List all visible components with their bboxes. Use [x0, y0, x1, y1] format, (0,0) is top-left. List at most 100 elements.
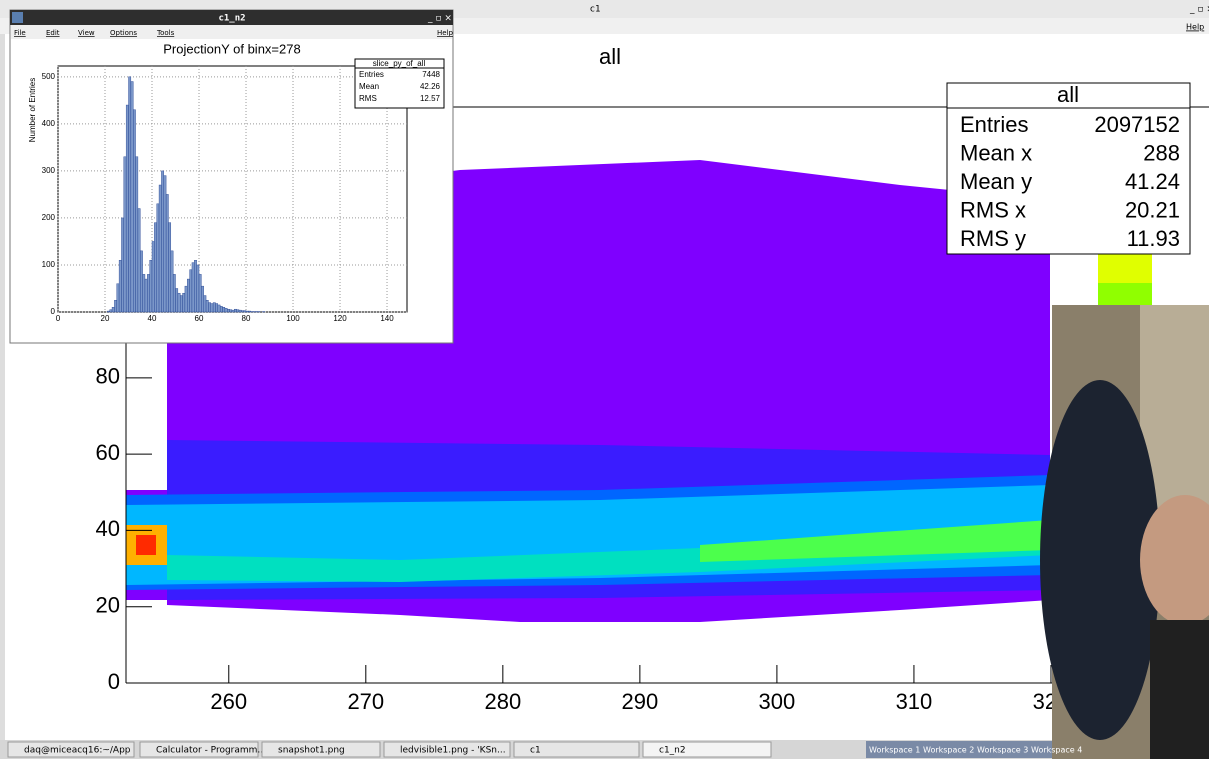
stats-value: 42.26	[420, 82, 441, 91]
stats-label: Entries	[359, 70, 384, 79]
bar	[229, 309, 233, 313]
bar	[140, 250, 143, 313]
window-controls[interactable]: _ ▫ ×	[1189, 5, 1209, 15]
popup-icon	[12, 12, 23, 23]
bar	[147, 274, 150, 313]
x-tick-label: 100	[286, 314, 300, 323]
bar	[116, 283, 120, 313]
stats-value: 41.24	[1125, 169, 1180, 194]
bar	[154, 222, 157, 313]
menu-item[interactable]: File	[14, 29, 26, 37]
bar	[107, 310, 110, 313]
stats-value: 20.21	[1125, 197, 1180, 222]
bar	[205, 300, 209, 313]
task-button[interactable]	[7, 741, 135, 758]
bar	[114, 300, 117, 313]
bar	[203, 295, 207, 313]
palette	[1098, 254, 1152, 283]
y-tick-label: 0	[108, 669, 120, 694]
task-button[interactable]	[261, 741, 381, 758]
bar	[111, 307, 115, 313]
bar	[156, 203, 160, 313]
workspace[interactable]: Workspace 1	[869, 746, 920, 755]
popup-help-menu[interactable]: Help	[437, 29, 454, 37]
x-tick-label: 140	[380, 314, 394, 323]
x-tick-label: 120	[333, 314, 347, 323]
menu-item[interactable]: Edit	[46, 29, 60, 37]
popup-window: c1_n2 _ ▫ × File Edit View Options Tools Hel…	[9, 9, 454, 344]
task-button[interactable]	[642, 741, 772, 758]
palette	[1098, 283, 1152, 305]
menu-item[interactable]: View	[78, 29, 95, 37]
bar	[189, 269, 193, 313]
x-tick-label: 60	[195, 314, 204, 323]
histogram: 0 100 200 300 400 500 0 20 40 60 80 100 120 140	[42, 65, 408, 323]
popup-title-bar	[10, 10, 453, 25]
bar	[234, 308, 237, 313]
stats-label: Mean y	[960, 169, 1032, 194]
stats-label: Mean x	[960, 140, 1032, 165]
main-title: c1	[590, 5, 601, 15]
bar	[172, 274, 176, 313]
bar	[165, 194, 169, 313]
y-tick-label: 500	[42, 72, 56, 81]
x-tick-label: 20	[101, 314, 110, 323]
bar	[238, 309, 242, 313]
bar	[123, 156, 127, 313]
bar	[208, 302, 211, 313]
stats-box: all Entries 2097152 Mean x 288 Mean y 41.24 RMS…	[946, 82, 1191, 255]
workspace[interactable]: Workspace 4	[1031, 746, 1082, 755]
stats-frame	[946, 82, 1191, 255]
stats-label: RMS y	[960, 226, 1026, 251]
bar	[121, 217, 125, 313]
bar	[149, 260, 153, 313]
bar	[201, 285, 204, 313]
task-label: Calculator - Programm...	[156, 746, 266, 756]
task-button[interactable]	[383, 741, 511, 758]
bar	[194, 260, 197, 313]
bar	[170, 250, 174, 313]
stats-value: 288	[1143, 140, 1180, 165]
chart-title: ProjectionY of binx=278	[163, 41, 300, 56]
bar	[245, 310, 249, 313]
stats-value: 12.57	[420, 94, 441, 103]
y-tick-label: 0	[51, 307, 56, 316]
x-tick-label: 270	[347, 689, 384, 714]
bar	[144, 278, 148, 313]
popup-menu-bar	[11, 25, 452, 39]
x-tick-label: 260	[210, 689, 247, 714]
menu-item[interactable]: Options	[110, 29, 137, 37]
task-label: snapshot1.png	[278, 746, 345, 756]
workspace-bg	[866, 741, 1052, 758]
x-tick-label: 290	[622, 689, 659, 714]
menu-item[interactable]: Tools	[156, 29, 175, 37]
task-button[interactable]	[513, 741, 640, 758]
x-tick-label: 80	[242, 314, 251, 323]
y-tick-label: 20	[96, 593, 120, 618]
bar	[177, 292, 181, 313]
bar	[109, 309, 113, 313]
workspace[interactable]: Workspace 2	[923, 746, 974, 755]
bar	[215, 303, 219, 313]
popup-title: c1_n2	[218, 14, 245, 24]
bar	[210, 303, 214, 313]
plot-frame	[57, 65, 408, 313]
popup-controls[interactable]: _ ▫ ×	[427, 14, 452, 24]
stats-name: slice_py_of_all	[373, 59, 426, 68]
bar	[217, 304, 221, 313]
workspace[interactable]: Workspace 3	[977, 746, 1028, 755]
bar	[227, 308, 230, 313]
frame	[0, 34, 5, 740]
main-help-menu[interactable]: Help	[1186, 23, 1204, 32]
x-tick-label: 310	[896, 689, 933, 714]
bar	[168, 222, 172, 313]
y-tick-label: 40	[96, 516, 120, 541]
x-tick-label: 40	[148, 314, 157, 323]
bar	[182, 292, 186, 313]
stats-value: 11.93	[1127, 226, 1180, 251]
bar	[187, 278, 190, 313]
canvas-title: all	[599, 44, 621, 69]
task-button[interactable]	[139, 741, 259, 758]
x-tick-label: 0	[56, 314, 61, 323]
